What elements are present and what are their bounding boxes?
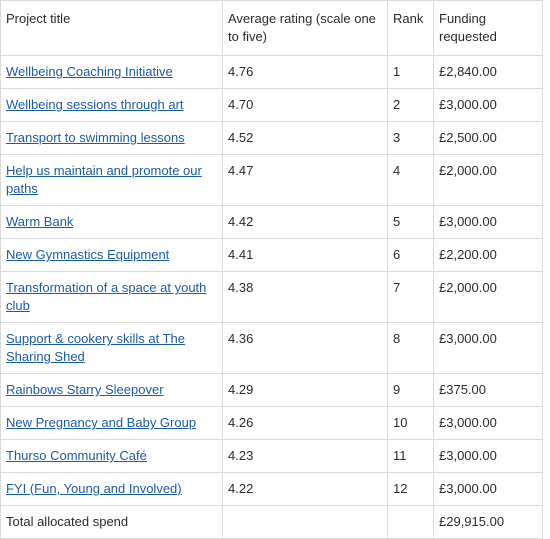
rank-cell: 7 bbox=[387, 271, 434, 323]
average-rating-cell: 4.36 bbox=[222, 322, 388, 374]
table-row: FYI (Fun, Young and Involved) 4.22 12 £3,00… bbox=[0, 472, 543, 506]
project-title-cell: New Pregnancy and Baby Group bbox=[0, 406, 223, 440]
rank-cell: 11 bbox=[387, 439, 434, 473]
project-title-link[interactable]: Warm Bank bbox=[6, 214, 74, 229]
funding-requested-cell: £3,000.00 bbox=[433, 439, 543, 473]
average-rating-cell: 4.42 bbox=[222, 205, 388, 239]
funding-requested-cell: £3,000.00 bbox=[433, 88, 543, 122]
project-title-cell: Transport to swimming lessons bbox=[0, 121, 223, 155]
project-title-cell: FYI (Fun, Young and Involved) bbox=[0, 472, 223, 506]
total-empty-cell bbox=[222, 505, 388, 539]
average-rating-cell: 4.47 bbox=[222, 154, 388, 206]
funding-requested-cell: £2,200.00 bbox=[433, 238, 543, 272]
project-title-link[interactable]: Rainbows Starry Sleepover bbox=[6, 382, 164, 397]
rank-cell: 2 bbox=[387, 88, 434, 122]
project-title-cell: Wellbeing Coaching Initiative bbox=[0, 55, 223, 89]
total-row: Total allocated spend £29,915.00 bbox=[0, 505, 543, 539]
table-row: New Pregnancy and Baby Group 4.26 10 £3,000… bbox=[0, 406, 543, 440]
funding-requested-cell: £2,000.00 bbox=[433, 271, 543, 323]
project-title-link[interactable]: Transformation of a space at youth club bbox=[6, 280, 207, 313]
funding-requested-cell: £2,500.00 bbox=[433, 121, 543, 155]
project-title-cell: Transformation of a space at youth club bbox=[0, 271, 223, 323]
project-title-link[interactable]: Help us maintain and promote our paths bbox=[6, 163, 202, 196]
project-title-cell: Rainbows Starry Sleepover bbox=[0, 373, 223, 407]
project-title-cell: Thurso Community Café bbox=[0, 439, 223, 473]
header-funding-requested: Funding requested bbox=[433, 0, 543, 56]
average-rating-cell: 4.52 bbox=[222, 121, 388, 155]
project-title-cell: Support & cookery skills at The Sharing … bbox=[0, 322, 223, 374]
table-row: Thurso Community Café 4.23 11 £3,000.00 bbox=[0, 439, 543, 473]
total-label: Total allocated spend bbox=[0, 505, 223, 539]
rank-cell: 5 bbox=[387, 205, 434, 239]
table-row: Help us maintain and promote our paths 4.… bbox=[0, 154, 543, 206]
average-rating-cell: 4.41 bbox=[222, 238, 388, 272]
average-rating-cell: 4.70 bbox=[222, 88, 388, 122]
table-row: Wellbeing Coaching Initiative 4.76 1 £2,84… bbox=[0, 55, 543, 89]
project-title-link[interactable]: Thurso Community Café bbox=[6, 448, 147, 463]
total-amount: £29,915.00 bbox=[433, 505, 543, 539]
funding-requested-cell: £3,000.00 bbox=[433, 406, 543, 440]
rank-cell: 6 bbox=[387, 238, 434, 272]
project-title-link[interactable]: Support & cookery skills at The Sharing … bbox=[6, 331, 185, 364]
project-title-link[interactable]: Wellbeing Coaching Initiative bbox=[6, 64, 173, 79]
average-rating-cell: 4.22 bbox=[222, 472, 388, 506]
average-rating-cell: 4.38 bbox=[222, 271, 388, 323]
header-rank: Rank bbox=[387, 0, 434, 56]
average-rating-cell: 4.26 bbox=[222, 406, 388, 440]
table-row: Wellbeing sessions through art 4.70 2 £3,00… bbox=[0, 88, 543, 122]
funding-requested-cell: £2,840.00 bbox=[433, 55, 543, 89]
rank-cell: 9 bbox=[387, 373, 434, 407]
funding-requested-cell: £2,000.00 bbox=[433, 154, 543, 206]
project-title-link[interactable]: FYI (Fun, Young and Involved) bbox=[6, 481, 182, 496]
project-title-cell: New Gymnastics Equipment bbox=[0, 238, 223, 272]
table-header-row: Project title Average rating (scale one … bbox=[0, 0, 543, 56]
rank-cell: 10 bbox=[387, 406, 434, 440]
table-row: Transformation of a space at youth club 4… bbox=[0, 271, 543, 323]
project-title-cell: Warm Bank bbox=[0, 205, 223, 239]
rank-cell: 8 bbox=[387, 322, 434, 374]
rank-cell: 12 bbox=[387, 472, 434, 506]
table-row: Warm Bank 4.42 5 £3,000.00 bbox=[0, 205, 543, 239]
funding-requested-cell: £3,000.00 bbox=[433, 205, 543, 239]
average-rating-cell: 4.29 bbox=[222, 373, 388, 407]
table-row: New Gymnastics Equipment 4.41 6 £2,200.00 bbox=[0, 238, 543, 272]
project-title-link[interactable]: New Pregnancy and Baby Group bbox=[6, 415, 197, 430]
rank-cell: 4 bbox=[387, 154, 434, 206]
funding-requested-cell: £3,000.00 bbox=[433, 322, 543, 374]
funding-requested-cell: £3,000.00 bbox=[433, 472, 543, 506]
project-title-link[interactable]: Wellbeing sessions through art bbox=[6, 97, 184, 112]
average-rating-cell: 4.76 bbox=[222, 55, 388, 89]
project-title-link[interactable]: Transport to swimming lessons bbox=[6, 130, 185, 145]
table-row: Transport to swimming lessons 4.52 3 £2,500… bbox=[0, 121, 543, 155]
rank-cell: 1 bbox=[387, 55, 434, 89]
project-title-cell: Wellbeing sessions through art bbox=[0, 88, 223, 122]
rank-cell: 3 bbox=[387, 121, 434, 155]
table-row: Support & cookery skills at The Sharing … bbox=[0, 322, 543, 374]
table-row: Rainbows Starry Sleepover 4.29 9 £375.00 bbox=[0, 373, 543, 407]
project-title-cell: Help us maintain and promote our paths bbox=[0, 154, 223, 206]
project-title-link[interactable]: New Gymnastics Equipment bbox=[6, 247, 170, 262]
header-project-title: Project title bbox=[0, 0, 223, 56]
average-rating-cell: 4.23 bbox=[222, 439, 388, 473]
funding-requested-cell: £375.00 bbox=[433, 373, 543, 407]
total-empty-cell bbox=[387, 505, 434, 539]
header-average-rating: Average rating (scale one to five) bbox=[222, 0, 388, 56]
